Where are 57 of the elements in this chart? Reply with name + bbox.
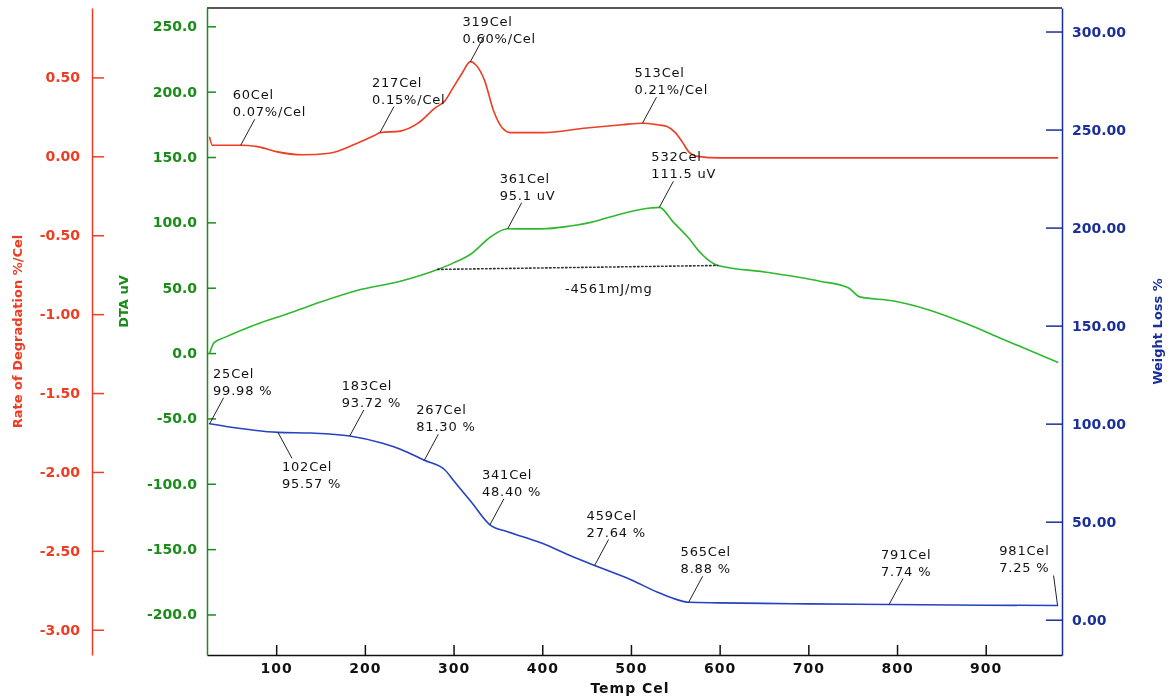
y-tick-label: 0.50: [45, 69, 81, 86]
y3-tick-label: -150.0: [146, 541, 198, 558]
y2-tick-label: 250.00: [1072, 121, 1127, 138]
y2-tick-label: 200.00: [1072, 219, 1127, 236]
data-label: 565Cel 8.88 %: [680, 544, 731, 577]
data-label: 513Cel 0.21%/Cel: [634, 65, 709, 98]
x-axis-title: Temp Cel: [590, 680, 670, 696]
y3-axis-title: DTA uV: [116, 275, 131, 328]
y2-tick-label: 300.00: [1072, 23, 1127, 40]
y2-tick-label: 50.00: [1072, 513, 1117, 530]
line-series: [208, 60, 1059, 159]
data-label: 217Cel 0.15%/Cel: [371, 74, 446, 107]
data-label: 25Cel 99.98 %: [213, 365, 273, 398]
y-tick-label: -0.50: [39, 227, 81, 244]
data-label: 102Cel 95.57 %: [281, 459, 342, 492]
data-label: 60Cel 0.07%/Cel: [232, 87, 307, 120]
x-tick-label: 900: [970, 659, 1003, 676]
x-tick-label: 300: [437, 659, 471, 676]
data-label: 319Cel 0.60%/Cel: [462, 14, 536, 46]
line-series: [208, 206, 1059, 364]
y3-tick-label: 150.0: [152, 148, 198, 165]
data-label: 341Cel 48.40 %: [481, 466, 542, 499]
annotation: -4561mJ/mg: [565, 280, 653, 296]
x-tick-label: 800: [881, 659, 914, 676]
x-tick-label: 700: [792, 659, 825, 676]
y2-tick-label: 0.00: [1072, 611, 1107, 628]
y2-axis-title: Weight Loss %: [1150, 278, 1165, 385]
x-tick-label: 500: [615, 659, 648, 676]
y3-tick-label: 200.0: [152, 83, 198, 100]
y3-tick-label: 100.0: [152, 214, 198, 231]
data-label: 361Cel 95.1 uV: [499, 170, 556, 203]
y-axis-title: Rate of Degradation %/Cel: [10, 234, 25, 429]
y2-tick-label: 100.00: [1072, 415, 1127, 432]
y3-tick-label: 0.0: [172, 345, 198, 362]
x-tick-label: 400: [526, 659, 559, 676]
y3-tick-label: -100.0: [146, 475, 198, 492]
y-tick-label: -1.00: [39, 306, 81, 323]
y3-tick-label: -50.0: [156, 410, 198, 427]
data-label: 532Cel 111.5 uV: [651, 149, 717, 182]
y-tick-label: -1.50: [39, 385, 81, 402]
y3-tick-label: 50.0: [162, 279, 198, 296]
x-tick-label: 200: [349, 659, 382, 676]
y-tick-label: -3.00: [39, 621, 81, 638]
data-label: 183Cel 93.72 %: [341, 377, 402, 410]
data-label: 267Cel 81.30 %: [416, 402, 476, 435]
y2-tick-label: 150.00: [1072, 317, 1127, 334]
y-tick-label: 0.00: [45, 148, 81, 165]
x-tick-label: 600: [704, 659, 737, 676]
data-label: 791Cel 7.74 %: [881, 546, 932, 579]
data-label: 981Cel 7.25 %: [999, 543, 1050, 576]
y-tick-label: -2.50: [39, 542, 81, 559]
y-tick-label: -2.00: [39, 463, 81, 480]
data-label: 459Cel 27.64 %: [586, 507, 646, 540]
line-series: [208, 422, 1059, 607]
x-tick-label: 100: [260, 659, 293, 676]
y3-tick-label: 250.0: [152, 18, 198, 35]
y3-tick-label: -200.0: [146, 606, 198, 623]
